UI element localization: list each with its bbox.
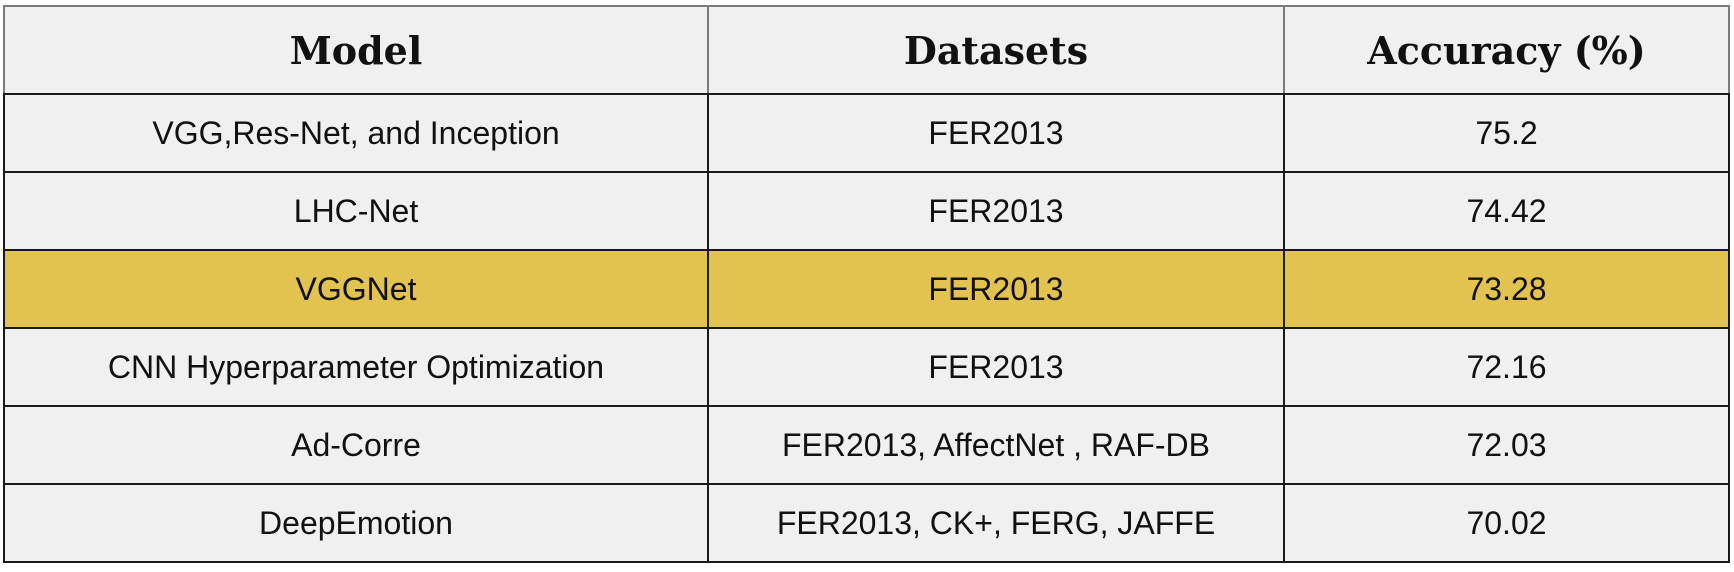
datasets-cell: FER2013 [707, 93, 1285, 173]
model-cell: VGGNet [3, 249, 709, 329]
header-accuracy: Accuracy (%) [1283, 5, 1730, 95]
accuracy-cell: 72.03 [1283, 405, 1730, 485]
header-model: Model [3, 5, 709, 95]
accuracy-cell: 70.02 [1283, 483, 1730, 563]
table-row: Ad-Corre FER2013, AffectNet , RAF-DB 72.… [3, 405, 1730, 485]
table-row: DeepEmotion FER2013, CK+, FERG, JAFFE 70… [3, 483, 1730, 563]
results-table: Model Datasets Accuracy (%) VGG,Res-Net,… [3, 5, 1730, 563]
header-row: Model Datasets Accuracy (%) [3, 5, 1730, 95]
accuracy-cell: 72.16 [1283, 327, 1730, 407]
model-cell: CNN Hyperparameter Optimization [3, 327, 709, 407]
table-row: CNN Hyperparameter Optimization FER2013 … [3, 327, 1730, 407]
header-datasets: Datasets [707, 5, 1285, 95]
table-row: LHC-Net FER2013 74.42 [3, 171, 1730, 251]
table-row: VGG,Res-Net, and Inception FER2013 75.2 [3, 93, 1730, 173]
datasets-cell: FER2013 [707, 171, 1285, 251]
model-cell: DeepEmotion [3, 483, 709, 563]
datasets-cell: FER2013 [707, 249, 1285, 329]
model-cell: Ad-Corre [3, 405, 709, 485]
datasets-cell: FER2013, CK+, FERG, JAFFE [707, 483, 1285, 563]
table-row: VGGNet FER2013 73.28 [3, 249, 1730, 329]
accuracy-cell: 75.2 [1283, 93, 1730, 173]
model-cell: VGG,Res-Net, and Inception [3, 93, 709, 173]
accuracy-cell: 74.42 [1283, 171, 1730, 251]
model-cell: LHC-Net [3, 171, 709, 251]
datasets-cell: FER2013 [707, 327, 1285, 407]
accuracy-cell: 73.28 [1283, 249, 1730, 329]
datasets-cell: FER2013, AffectNet , RAF-DB [707, 405, 1285, 485]
